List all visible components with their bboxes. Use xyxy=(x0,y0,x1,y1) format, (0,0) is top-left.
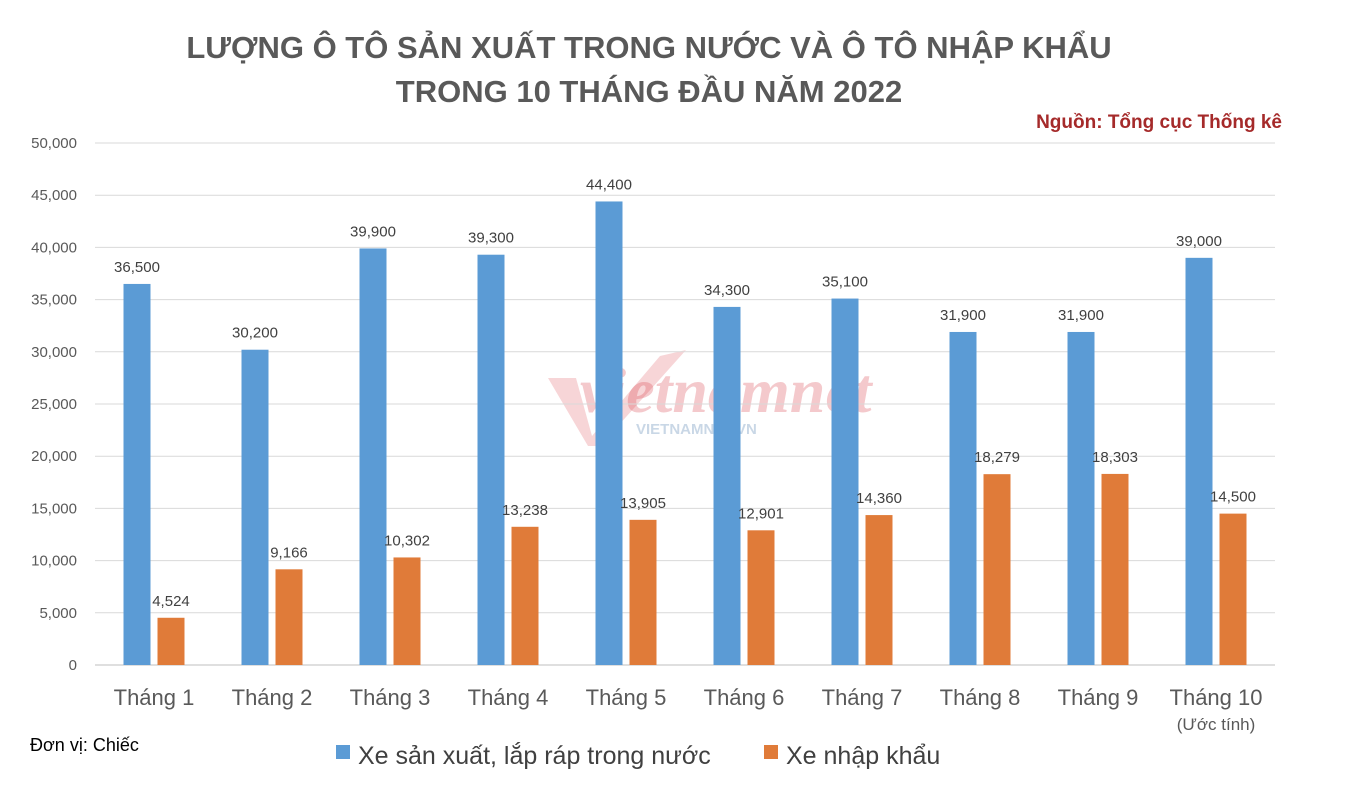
data-label-domestic: 36,500 xyxy=(114,259,160,276)
bar-domestic xyxy=(359,248,387,665)
data-label-imported: 14,360 xyxy=(856,490,902,507)
y-tick-label: 35,000 xyxy=(31,292,77,309)
bar-imported xyxy=(511,526,539,665)
legend-label-imported: Xe nhập khẩu xyxy=(786,742,940,770)
gridlines xyxy=(95,142,1275,666)
x-tick-label: Tháng 7 xyxy=(822,685,903,710)
x-tick-label: Tháng 6 xyxy=(704,685,785,710)
data-label-imported: 13,238 xyxy=(502,502,548,519)
x-tick-label: Tháng 3 xyxy=(350,685,431,710)
legend-label-domestic: Xe sản xuất, lắp ráp trong nước xyxy=(358,741,711,770)
bar-domestic xyxy=(123,283,151,665)
x-tick-label: Tháng 2 xyxy=(232,685,313,710)
data-label-imported: 12,901 xyxy=(738,505,784,522)
watermark-v-icon xyxy=(548,350,686,446)
bar-domestic xyxy=(1185,257,1213,665)
data-label-domestic: 39,900 xyxy=(350,223,396,240)
x-tick-label: Tháng 5 xyxy=(586,685,667,710)
x-axis: Tháng 1 Tháng 2 Tháng 3 Tháng 4 Tháng 5 Tháng… xyxy=(114,685,1263,734)
data-label-imported: 14,500 xyxy=(1210,489,1256,506)
data-label-imported: 4,524 xyxy=(152,593,190,610)
bar-imported xyxy=(1219,513,1247,665)
y-axis: 0 5,000 10,000 15,000 20,000 25,000 30,000 35,0… xyxy=(31,135,77,674)
data-label-domestic: 35,100 xyxy=(822,274,868,291)
bar-imported xyxy=(629,519,657,665)
y-tick-label: 25,000 xyxy=(31,396,77,413)
y-tick-label: 15,000 xyxy=(31,500,77,517)
bar-imported xyxy=(157,617,185,665)
y-tick-label: 20,000 xyxy=(31,448,77,465)
x-tick-label: Tháng 4 xyxy=(468,685,549,710)
data-label-domestic: 31,900 xyxy=(940,307,986,324)
chart-title-line-1: LƯỢNG Ô TÔ SẢN XUẤT TRONG NƯỚC VÀ Ô TÔ N… xyxy=(186,29,1111,65)
data-label-domestic: 39,300 xyxy=(468,230,514,247)
unit-note: Đơn vị: Chiếc xyxy=(30,735,139,755)
bar-domestic xyxy=(595,201,623,666)
x-tick-label: Tháng 9 xyxy=(1058,685,1139,710)
legend-swatch-imported xyxy=(764,745,778,759)
bar-imported xyxy=(393,557,421,665)
data-label-domestic: 31,900 xyxy=(1058,307,1104,324)
bars xyxy=(123,201,1247,666)
y-tick-label: 30,000 xyxy=(31,344,77,361)
bar-imported xyxy=(983,474,1011,665)
bar-domestic xyxy=(477,254,505,665)
bar-domestic xyxy=(831,298,859,665)
data-label-domestic: 30,200 xyxy=(232,325,278,342)
data-label-domestic: 39,000 xyxy=(1176,233,1222,250)
data-label-imported: 13,905 xyxy=(620,495,666,512)
x-tick-label: Tháng 1 xyxy=(114,685,195,710)
data-label-domestic: 34,300 xyxy=(704,282,750,299)
y-tick-label: 40,000 xyxy=(31,239,77,256)
x-tick-label: Tháng 8 xyxy=(940,685,1021,710)
bar-imported xyxy=(865,515,893,665)
legend-item-domestic: Xe sản xuất, lắp ráp trong nước xyxy=(336,741,711,770)
legend-item-imported: Xe nhập khẩu xyxy=(764,742,940,770)
y-tick-label: 0 xyxy=(69,657,77,674)
data-labels: 36,500 4,524 30,200 9,166 39,900 10,302 39,300… xyxy=(114,176,1256,609)
y-tick-label: 5,000 xyxy=(39,605,77,622)
data-label-imported: 18,303 xyxy=(1092,449,1138,466)
chart-title-line-2: TRONG 10 THÁNG ĐẦU NĂM 2022 xyxy=(396,74,902,109)
data-label-imported: 9,166 xyxy=(270,544,308,561)
bar-imported xyxy=(275,569,303,665)
bar-imported xyxy=(1101,473,1129,665)
x-tick-label: Tháng 10 xyxy=(1170,685,1263,710)
bar-domestic xyxy=(713,306,741,665)
bar-domestic xyxy=(949,331,977,665)
data-label-imported: 10,302 xyxy=(384,532,430,549)
bar-domestic xyxy=(241,349,269,665)
legend: Xe sản xuất, lắp ráp trong nước Xe nhập … xyxy=(336,741,940,770)
y-tick-label: 45,000 xyxy=(31,187,77,204)
chart-title: LƯỢNG Ô TÔ SẢN XUẤT TRONG NƯỚC VÀ Ô TÔ N… xyxy=(186,29,1111,109)
legend-swatch-domestic xyxy=(336,745,350,759)
data-label-domestic: 44,400 xyxy=(586,176,632,193)
bar-domestic xyxy=(1067,331,1095,665)
data-label-imported: 18,279 xyxy=(974,449,1020,466)
y-tick-label: 10,000 xyxy=(31,553,77,570)
bar-imported xyxy=(747,530,775,665)
y-tick-label: 50,000 xyxy=(31,135,77,152)
source-note: Nguồn: Tổng cục Thống kê xyxy=(1036,112,1282,133)
x-tick-sublabel: (Ước tính) xyxy=(1177,715,1256,734)
